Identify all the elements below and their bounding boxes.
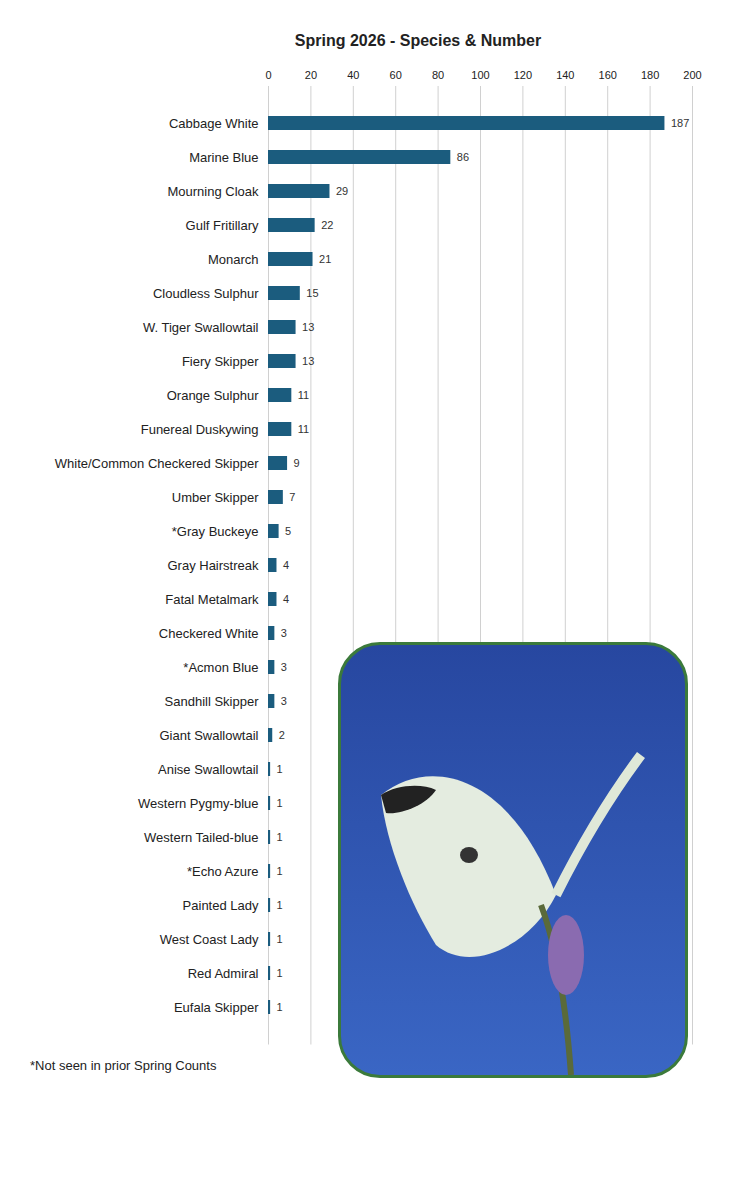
svg-text:1: 1 (277, 899, 283, 911)
svg-text:Gray Hairstreak: Gray Hairstreak (167, 558, 259, 573)
svg-text:140: 140 (556, 69, 574, 81)
svg-text:Fiery Skipper: Fiery Skipper (182, 354, 259, 369)
svg-text:White/Common Checkered Skipper: White/Common Checkered Skipper (55, 456, 259, 471)
svg-text:20: 20 (305, 69, 317, 81)
svg-text:W. Tiger Swallowtail: W. Tiger Swallowtail (143, 320, 259, 335)
svg-text:Mourning Cloak: Mourning Cloak (167, 184, 259, 199)
svg-text:1: 1 (277, 1001, 283, 1013)
svg-text:Marine Blue: Marine Blue (189, 150, 258, 165)
svg-text:1: 1 (277, 933, 283, 945)
svg-text:Painted Lady: Painted Lady (183, 898, 259, 913)
svg-text:11: 11 (298, 389, 309, 401)
svg-text:*Acmon Blue: *Acmon Blue (183, 660, 258, 675)
svg-text:0: 0 (265, 69, 271, 81)
svg-text:40: 40 (347, 69, 359, 81)
svg-text:Western Pygmy-blue: Western Pygmy-blue (138, 796, 258, 811)
svg-text:4: 4 (283, 593, 289, 605)
svg-text:86: 86 (457, 151, 469, 163)
svg-text:Red Admiral: Red Admiral (188, 966, 259, 981)
svg-text:Cloudless Sulphur: Cloudless Sulphur (153, 286, 259, 301)
svg-text:Checkered White: Checkered White (159, 626, 259, 641)
svg-text:1: 1 (277, 831, 283, 843)
svg-text:Umber Skipper: Umber Skipper (172, 490, 259, 505)
svg-text:60: 60 (390, 69, 402, 81)
svg-text:West Coast Lady: West Coast Lady (160, 932, 259, 947)
svg-text:Eufala Skipper: Eufala Skipper (174, 1000, 259, 1015)
svg-text:1: 1 (277, 865, 283, 877)
svg-text:*Echo Azure: *Echo Azure (187, 864, 259, 879)
svg-text:Cabbage White: Cabbage White (169, 116, 259, 131)
svg-text:80: 80 (432, 69, 444, 81)
svg-text:22: 22 (321, 219, 333, 231)
svg-text:4: 4 (283, 559, 289, 571)
svg-text:15: 15 (306, 287, 318, 299)
html-text:*Not seen in prior Spring Coun: *Not seen in prior Spring Counts (30, 1058, 217, 1073)
svg-text:187: 187 (671, 117, 689, 129)
svg-text:1: 1 (277, 797, 283, 809)
svg-text:Orange Sulphur: Orange Sulphur (167, 388, 259, 403)
svg-text:Funereal Duskywing: Funereal Duskywing (141, 422, 259, 437)
svg-text:3: 3 (281, 695, 287, 707)
svg-text:*Gray Buckeye: *Gray Buckeye (172, 524, 259, 539)
svg-text:180: 180 (641, 69, 659, 81)
svg-text:100: 100 (471, 69, 489, 81)
svg-text:3: 3 (281, 627, 287, 639)
svg-text:1: 1 (277, 967, 283, 979)
svg-text:Western Tailed-blue: Western Tailed-blue (144, 830, 258, 845)
svg-text:Sandhill Skipper: Sandhill Skipper (165, 694, 260, 709)
html-text:Spring 2026 - Species & Number: Spring 2026 - Species & Number (294, 32, 542, 49)
svg-text:5: 5 (285, 525, 291, 537)
svg-text:9: 9 (294, 457, 300, 469)
svg-text:29: 29 (336, 185, 348, 197)
svg-text:13: 13 (302, 355, 314, 367)
svg-text:Fatal Metalmark: Fatal Metalmark (165, 592, 259, 607)
svg-text:3: 3 (281, 661, 287, 673)
svg-text:11: 11 (298, 423, 309, 435)
svg-text:2: 2 (279, 729, 285, 741)
svg-text:200: 200 (683, 69, 701, 81)
svg-text:21: 21 (319, 253, 331, 265)
svg-text:160: 160 (599, 69, 617, 81)
svg-text:13: 13 (302, 321, 314, 333)
svg-text:Monarch: Monarch (208, 252, 259, 267)
svg-text:7: 7 (289, 491, 295, 503)
svg-text:Giant Swallowtail: Giant Swallowtail (160, 728, 259, 743)
svg-text:Anise Swallowtail: Anise Swallowtail (158, 762, 259, 777)
svg-text:Gulf Fritillary: Gulf Fritillary (186, 218, 259, 233)
svg-text:1: 1 (277, 763, 283, 775)
svg-text:120: 120 (514, 69, 532, 81)
